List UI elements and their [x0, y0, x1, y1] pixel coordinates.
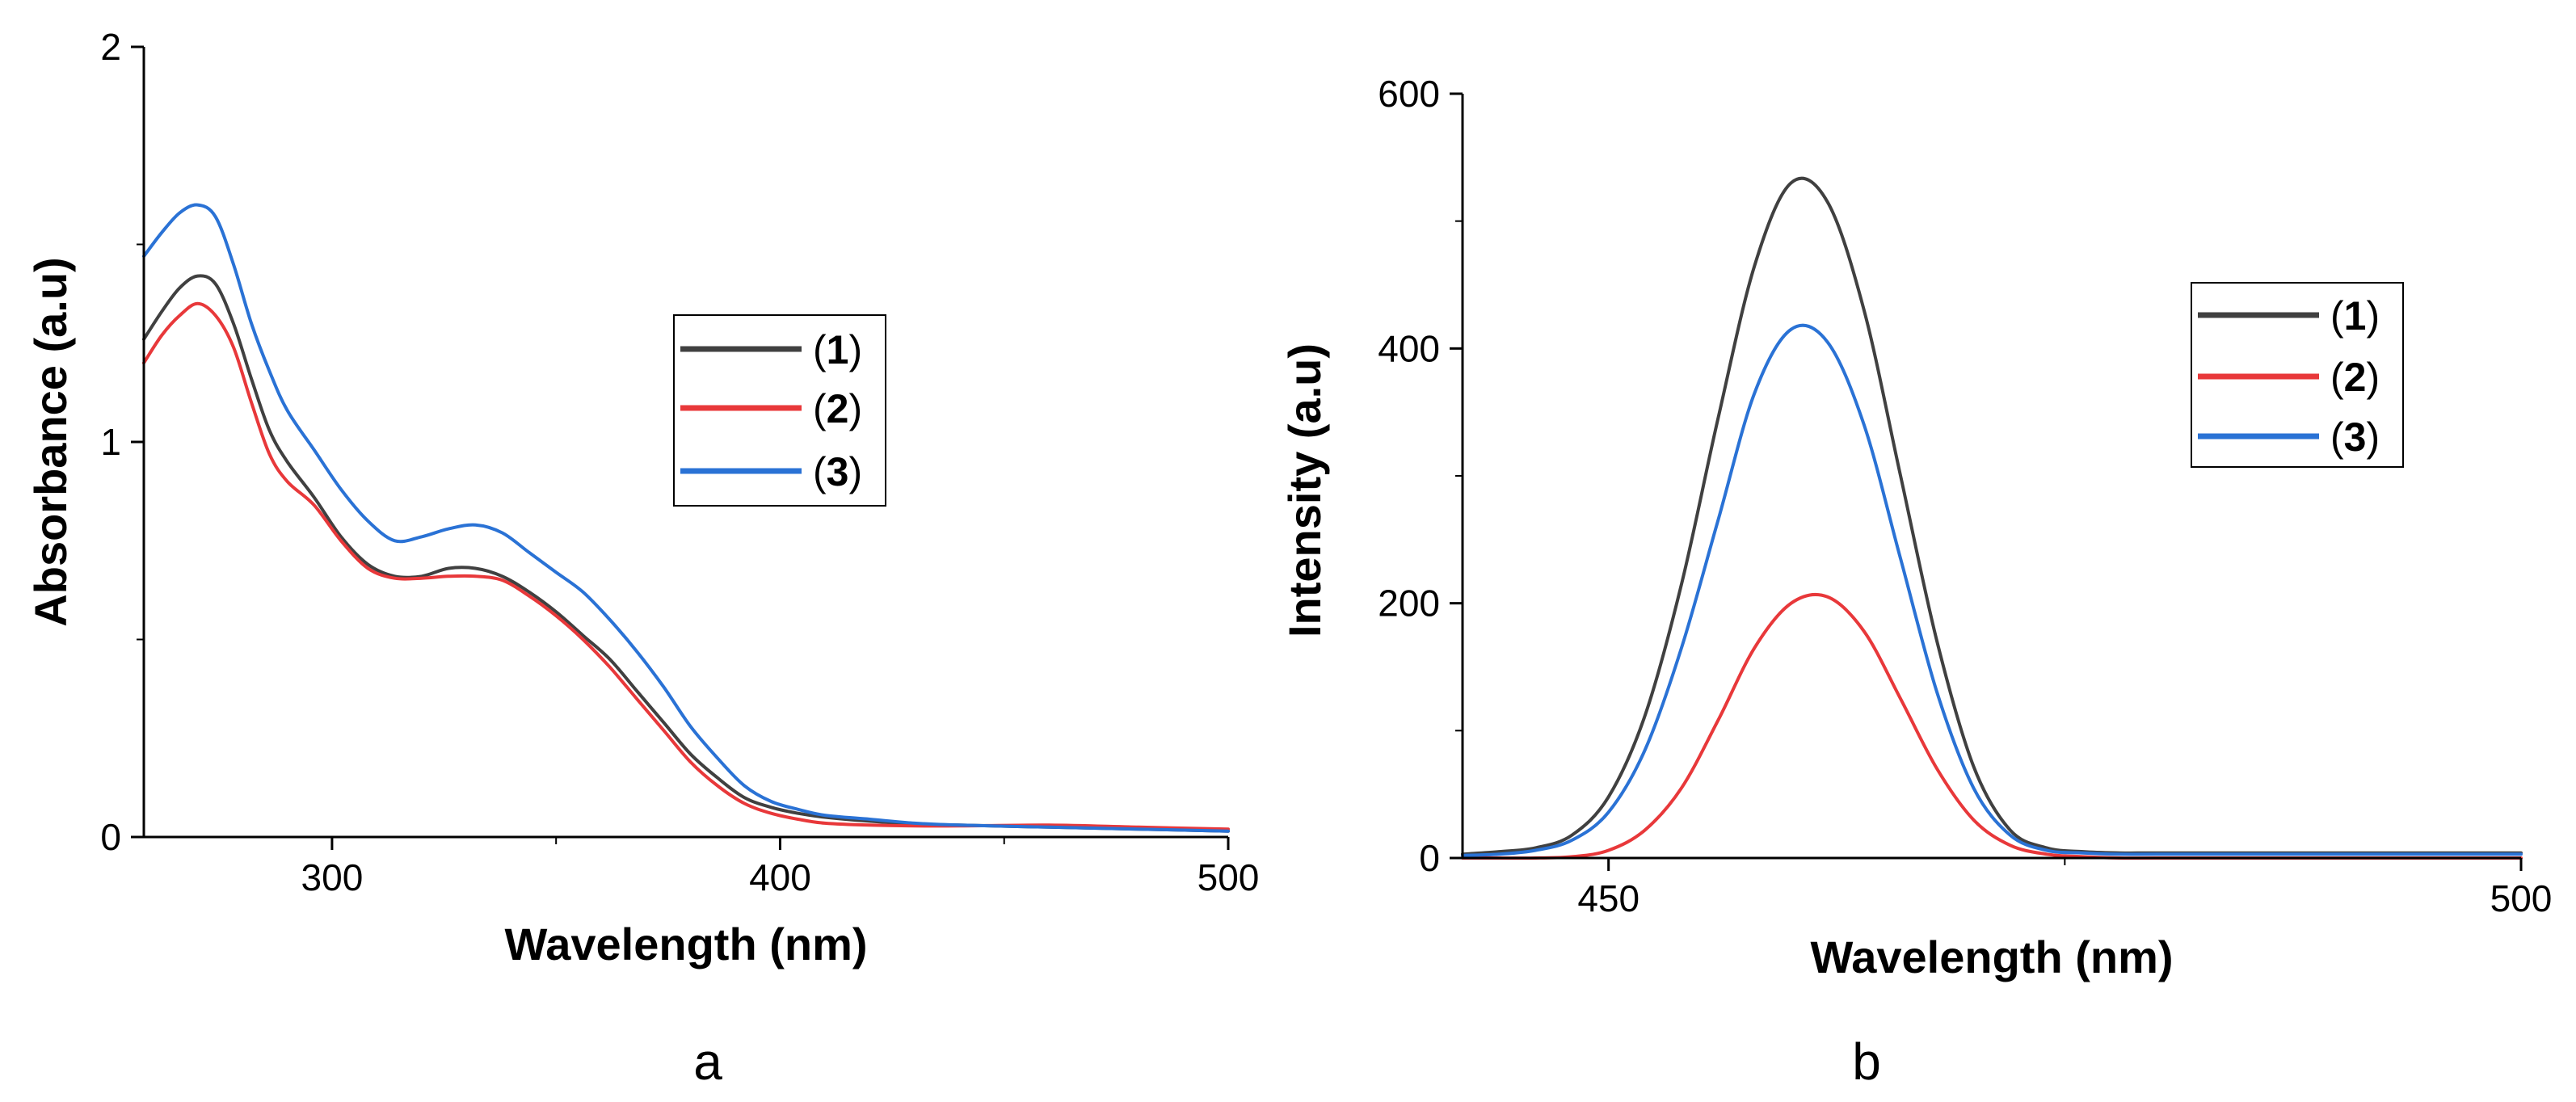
chart-a-legend-label-3: (3)	[813, 449, 862, 494]
chart-b-x-tick-label: 450	[1577, 877, 1639, 919]
chart-a-ticks: 0 1 2 300 400 500	[100, 26, 1259, 898]
chart-b-panel-label: b	[1852, 1033, 1881, 1091]
chart-b-legend-label-3: (3)	[2330, 414, 2380, 460]
chart-b-y-tick-label: 400	[1378, 327, 1440, 369]
chart-b-y-tick-label: 0	[1419, 837, 1440, 879]
chart-a-panel-label: a	[693, 1033, 722, 1091]
chart-b-legend-label-2: (2)	[2330, 355, 2380, 400]
chart-panel-b: 0 200 400 600 450 500 Wavelength (nm) Intensi…	[1279, 73, 2552, 1091]
chart-a-y-tick-label: 0	[100, 816, 121, 858]
chart-b-ticks: 0 200 400 600 450 500	[1378, 73, 2552, 919]
chart-a-x-tick-label: 500	[1198, 856, 1260, 898]
chart-b-series-lines	[1461, 176, 2523, 860]
chart-a-y-tick-label: 2	[100, 26, 121, 68]
chart-a-x-tick-label: 300	[301, 856, 364, 898]
chart-a-x-tick-label: 400	[749, 856, 811, 898]
chart-a-legend-label-1: (1)	[813, 327, 862, 372]
chart-b-legend: (1) (2) (3)	[2191, 282, 2404, 468]
chart-b-x-tick-label: 500	[2490, 877, 2553, 919]
chart-b-y-tick-label: 200	[1378, 583, 1440, 625]
chart-a-series-lines	[142, 203, 1230, 833]
chart-b-x-label: Wavelength (nm)	[1810, 932, 2173, 982]
chart-a-series-3-line	[142, 203, 1230, 833]
chart-a-x-label: Wavelength (nm)	[504, 919, 867, 970]
chart-b-legend-label-1: (1)	[2330, 293, 2380, 339]
chart-b-y-tick-label: 600	[1378, 73, 1440, 115]
chart-a-y-tick-label: 1	[100, 421, 121, 463]
chart-panel-a: 0 1 2 300 400 500 Wavelength (nm) Absorbance …	[25, 26, 1259, 1091]
chart-b-series-1-line	[1461, 176, 2523, 856]
chart-a-series-2-line	[142, 301, 1230, 831]
chart-b-y-label: Intensity (a.u)	[1279, 343, 1330, 637]
chart-a-legend-label-2: (2)	[813, 386, 862, 431]
chart-a-legend: (1) (2) (3)	[673, 314, 886, 507]
chart-a-y-label: Absorbance (a.u)	[25, 257, 76, 626]
chart-b-series-3-line	[1461, 323, 2523, 857]
chart-a-series-1-line	[142, 274, 1230, 833]
